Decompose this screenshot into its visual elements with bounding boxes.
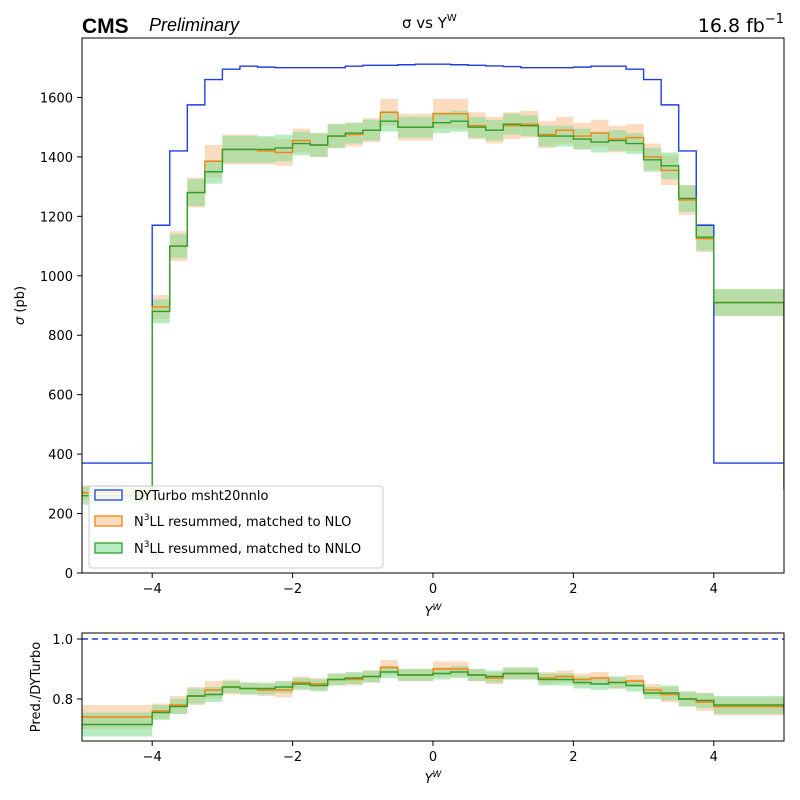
main-panel-x-axis-label-sup: W [433,603,443,613]
main-panel-y-tick-label-2: 400 [48,448,73,463]
ratio-panel-x-tick-label-3: 2 [569,750,577,765]
main-panel-y-axis-label-sym: σ [13,316,28,325]
legend-swatch-0 [94,489,123,501]
ratio-panel-x-axis-label-sup: W [433,770,443,780]
lumi-sup: −1 [765,12,784,27]
ratio-panel-x-axis-label: YW [425,770,443,787]
legend-label-1: N3LL resummed, matched to NLO [134,513,351,530]
main-plot-area: −4 −2 0 2 402004006008001000120014001600YWσ … [13,37,785,620]
legend-swatch-2 [94,542,123,554]
chart-title: σ vs YW [402,13,457,32]
ratio-panel-x-tick-label-1: −2 [283,750,302,765]
legend-label-1-sup: 3 [144,513,150,523]
legend-label-1-pre: N [134,515,144,530]
legend-label-1-post: LL resummed, matched to NLO [149,515,351,530]
ratio-plot-area: −4 −2 0 2 4 0.8 1.0 YW Pred./DYTurbo [29,632,785,787]
main-panel-y-tick-label-6: 1200 [40,210,73,225]
main-panel-x-tick-label-4: 4 [710,582,718,597]
main-panel-x-tick-label-3: 2 [569,582,577,597]
legend-box [88,485,384,569]
legend-label-0: DYTurbo msht20nnlo [134,489,269,504]
ratio-panel-y-axis-label: Pred./DYTurbo [29,642,44,732]
status-label: Preliminary [149,15,240,35]
main-panel-y-tick-label-0: 0 [65,567,73,582]
main-panel-y-tick-label-1: 200 [48,508,73,523]
ratio-panel-y-tick-label-1: 1.0 [52,633,73,648]
main-panel-y-tick-label-8: 1600 [40,91,73,106]
chart-title-sup: W [447,13,457,24]
legend-label-2-sup: 3 [144,540,150,550]
legend-label-2-post: LL resummed, matched to NNLO [149,542,361,557]
lumi-label: 16.8 fb−1 [698,12,784,37]
experiment-label: CMS [82,15,129,38]
ratio-panel-x-tick-label-4: 4 [710,750,718,765]
main-panel-x-tick-label-2: 0 [429,582,437,597]
main-panel-y-tick-label-3: 600 [48,389,73,404]
legend-swatch-1 [94,515,123,527]
ratio-panel-series-layer [82,660,784,737]
main-panel-y-tick-label-5: 1000 [40,270,73,285]
main-panel-x-axis-label: YW [425,603,443,620]
ratio-panel-x-tick-label-2: 0 [429,750,437,765]
legend-label-2-pre: N [134,542,144,557]
chart-title-main: σ vs Y [402,14,448,32]
main-panel-y-axis-label-rest: (pb) [13,286,28,317]
ratio-panel-y-tick-label-0: 0.8 [52,693,73,708]
lumi-main: 16.8 fb [698,15,765,37]
legend-label-2: N3LL resummed, matched to NNLO [134,540,361,557]
main-panel-x-axis-label-text: Y [425,605,434,620]
main-panel-y-axis-label: σ (pb) [13,286,28,325]
main-panel-series-layer [82,63,784,505]
main-panel-x-tick-label-0: −4 [143,582,162,597]
ratio-panel-x-tick-label-0: −4 [143,750,162,765]
ratio-panel-x-axis-label-text: Y [425,772,434,787]
ratio-panel-series-line-1 [82,671,784,726]
main-panel-series-line-0 [82,63,784,464]
main-panel-series-line-2 [82,120,784,497]
main-panel-y-tick-label-4: 800 [48,329,73,344]
main-panel-x-tick-label-1: −2 [283,582,302,597]
main-panel-y-tick-label-7: 1400 [40,151,73,166]
